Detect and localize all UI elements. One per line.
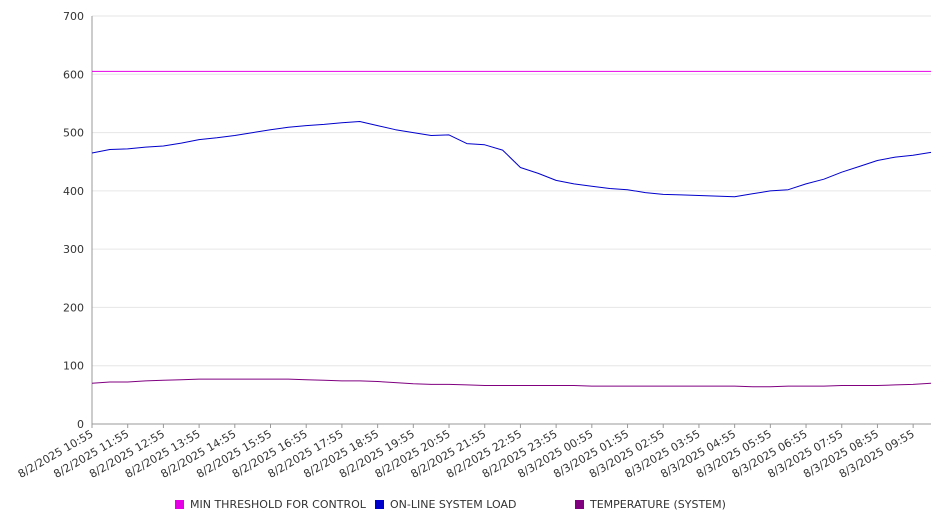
legend-swatch-online-system-load [375,500,384,509]
y-axis-ticks: 0 100 200 300 400 500 600 700 [63,10,84,431]
series-line-2 [91,378,932,388]
legend-label-min-threshold: MIN THRESHOLD FOR CONTROL [190,498,366,511]
legend-swatch-temperature [575,500,584,509]
y-tick-label: 100 [63,360,84,373]
y-tick-label: 300 [63,243,84,256]
legend-label-online-system-load: ON-LINE SYSTEM LOAD [390,498,517,511]
legend-swatch-min-threshold [175,500,184,509]
x-axis-ticks: 8/2/2025 10:558/2/2025 11:558/2/2025 12:… [16,424,917,481]
y-tick-label: 0 [77,418,84,431]
legend-label-temperature: TEMPERATURE (SYSTEM) [590,498,726,511]
y-tick-label: 400 [63,185,84,198]
legend-item-online-system-load: ON-LINE SYSTEM LOAD [375,498,516,511]
legend-item-min-threshold: MIN THRESHOLD FOR CONTROL [175,498,366,511]
y-tick-label: 200 [63,301,84,314]
axes [91,16,931,425]
gridlines [92,15,931,425]
y-tick-label: 500 [63,127,84,140]
series-lines [91,70,932,388]
legend-item-temperature: TEMPERATURE (SYSTEM) [575,498,726,511]
y-tick-label: 600 [63,68,84,81]
y-tick-label: 700 [63,10,84,23]
series-line-1 [91,121,932,198]
